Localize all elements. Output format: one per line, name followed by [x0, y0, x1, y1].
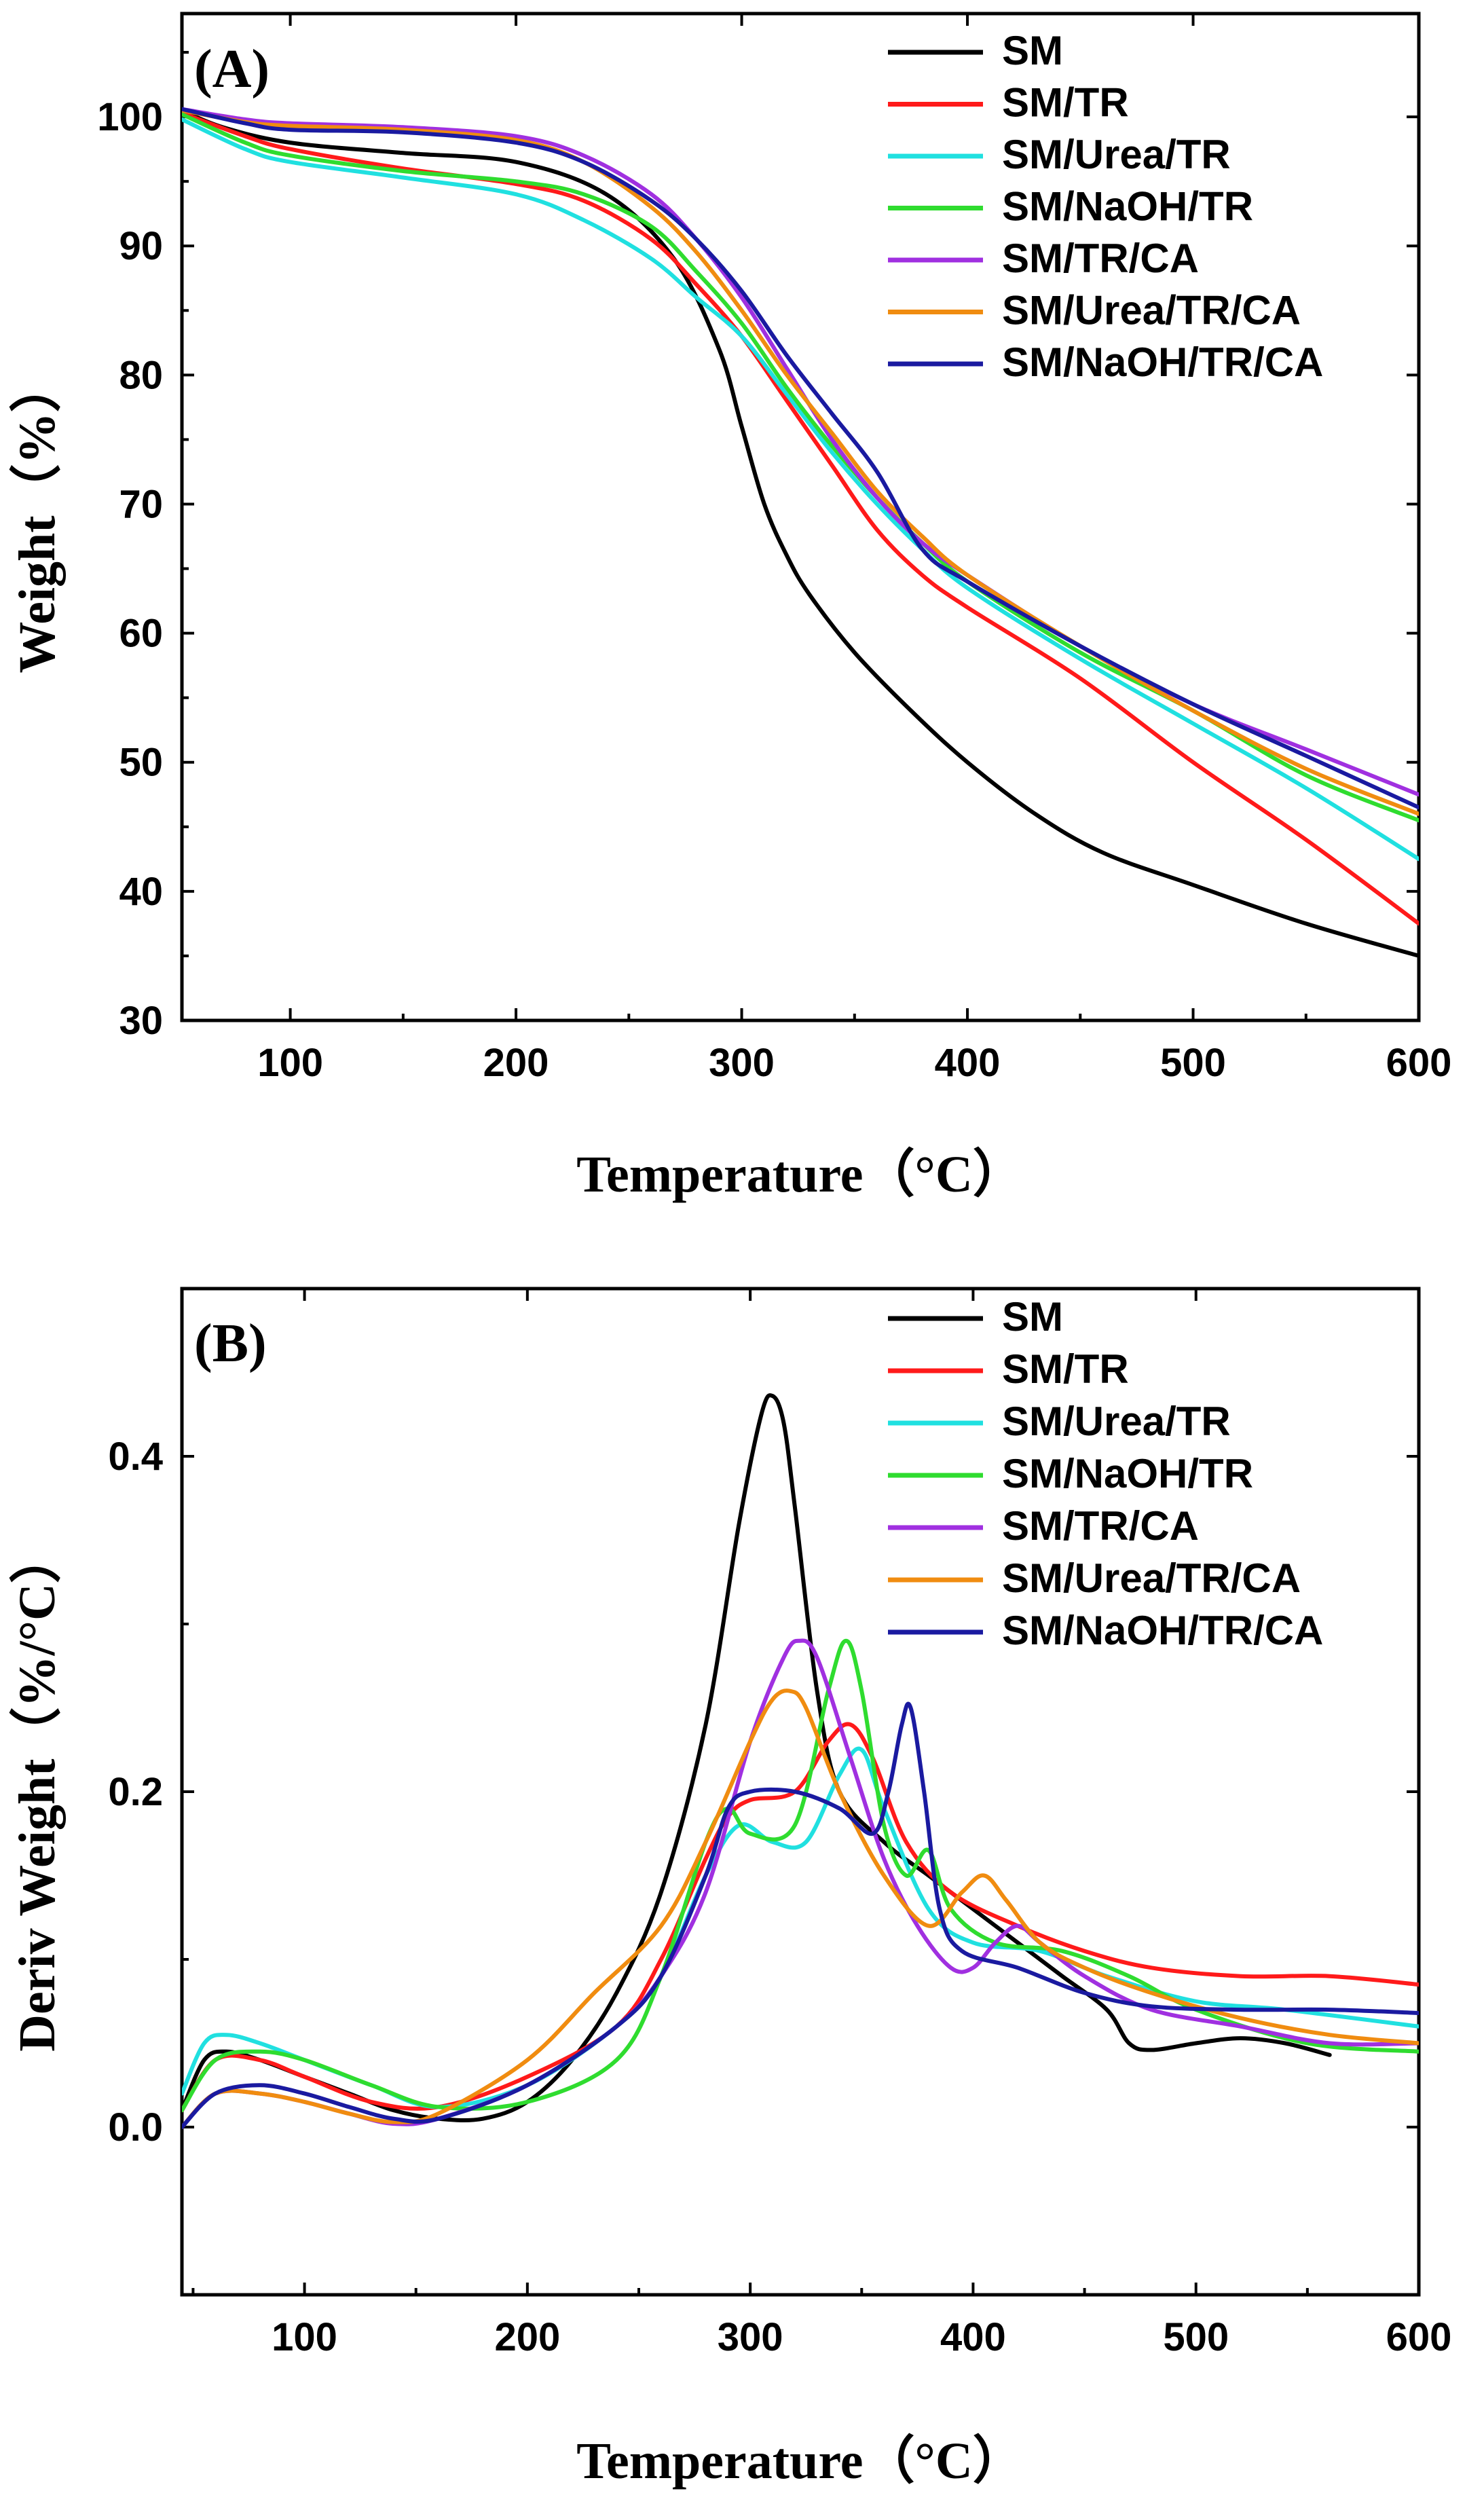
- x-tick-label: 200: [483, 1041, 549, 1085]
- y-axis-title: Deriv Weight（%/°C）: [9, 1532, 66, 2052]
- legend-label: SM/Urea/TR: [1002, 132, 1231, 177]
- y-tick-label: 0.4: [108, 1435, 163, 1479]
- series-line-sm-urea-tr-ca: [182, 1688, 1419, 2129]
- x-axis-title: Temperature（°C）: [576, 1146, 1024, 1203]
- legend-label: SM/NaOH/TR/CA: [1002, 339, 1323, 385]
- y-tick-label: 0.2: [108, 1770, 163, 1814]
- legend-label: SM: [1002, 1294, 1063, 1340]
- series-line-sm-urea-tr-ca: [182, 108, 1419, 816]
- x-tick-label: 500: [1160, 1041, 1226, 1085]
- series-line-sm-urea-tr: [182, 1746, 1419, 2109]
- series-line-sm-naoh-tr: [182, 1638, 1419, 2113]
- x-axis-title: Temperature（°C）: [576, 2433, 1024, 2490]
- x-tick-label: 100: [272, 2315, 337, 2359]
- y-tick-label: 40: [119, 870, 163, 914]
- y-tick-label: 60: [119, 612, 163, 656]
- legend-label: SM/TR: [1002, 1346, 1129, 1392]
- legend-label: SM/TR: [1002, 80, 1129, 126]
- x-tick-label: 400: [940, 2315, 1006, 2359]
- legend-label: SM/Urea/TR/CA: [1002, 1555, 1301, 1601]
- legend-label: SM/NaOH/TR/CA: [1002, 1608, 1323, 1653]
- y-tick-label: 70: [119, 482, 163, 526]
- series-line-sm: [182, 1393, 1332, 2123]
- series-group: [182, 1393, 1419, 2129]
- x-tick-label: 600: [1386, 2315, 1452, 2359]
- panel-label: (B): [194, 1314, 267, 1373]
- legend: SM SM/TR SM/Urea/TR SM/NaOH/TR SM/TR/CA SM/Ur…: [888, 28, 1323, 385]
- x-tick-label: 600: [1386, 1041, 1452, 1085]
- chart-panel-b: 100 200 300 400 500 600 0.0 0.2 0.4 SM SM/TR SM/Ure…: [9, 1287, 1452, 2490]
- y-tick-label: 0.0: [108, 2105, 163, 2149]
- legend-label: SM/Urea/TR: [1002, 1399, 1231, 1444]
- x-tick-label: 200: [494, 2315, 560, 2359]
- y-tick-label: 50: [119, 741, 163, 785]
- y-axis-title: Weight（%）: [9, 361, 66, 673]
- x-tick-label: 300: [709, 1041, 775, 1085]
- y-tick-label: 100: [97, 95, 163, 139]
- x-tick-label: 400: [935, 1041, 1001, 1085]
- legend-label: SM/TR/CA: [1002, 236, 1199, 281]
- x-tick-label: 100: [257, 1041, 323, 1085]
- x-tick-label: 300: [718, 2315, 783, 2359]
- y-tick-label: 90: [119, 224, 163, 268]
- y-tick-label: 80: [119, 353, 163, 397]
- plot-frame: [180, 12, 1421, 1022]
- panel-label: (A): [194, 39, 270, 99]
- series-line-sm-tr-ca: [182, 1638, 1419, 2129]
- legend-label: SM/NaOH/TR: [1002, 184, 1253, 229]
- series-line-sm-naoh-tr-ca: [182, 1701, 1419, 2129]
- series-line-sm: [182, 108, 1419, 958]
- x-tick-label: 500: [1163, 2315, 1229, 2359]
- chart-panel-a: 100 200 300 400 500 600 30 40 50 60 70 80 90 100 SM SM/…: [9, 12, 1452, 1203]
- legend-label: SM/NaOH/TR: [1002, 1451, 1253, 1496]
- y-tick-label: 30: [119, 999, 163, 1043]
- series-line-sm-tr: [182, 111, 1419, 926]
- series-line-sm-naoh-tr-ca: [182, 107, 1419, 810]
- series-line-sm-urea-tr: [182, 117, 1419, 862]
- legend-label: SM/TR/CA: [1002, 1503, 1199, 1549]
- legend-label: SM/Urea/TR/CA: [1002, 288, 1301, 333]
- series-line-sm-tr: [182, 1722, 1419, 2113]
- legend: SM SM/TR SM/Urea/TR SM/NaOH/TR SM/TR/CA SM/Ur…: [888, 1294, 1323, 1653]
- legend-label: SM: [1002, 28, 1063, 73]
- series-group: [182, 107, 1419, 958]
